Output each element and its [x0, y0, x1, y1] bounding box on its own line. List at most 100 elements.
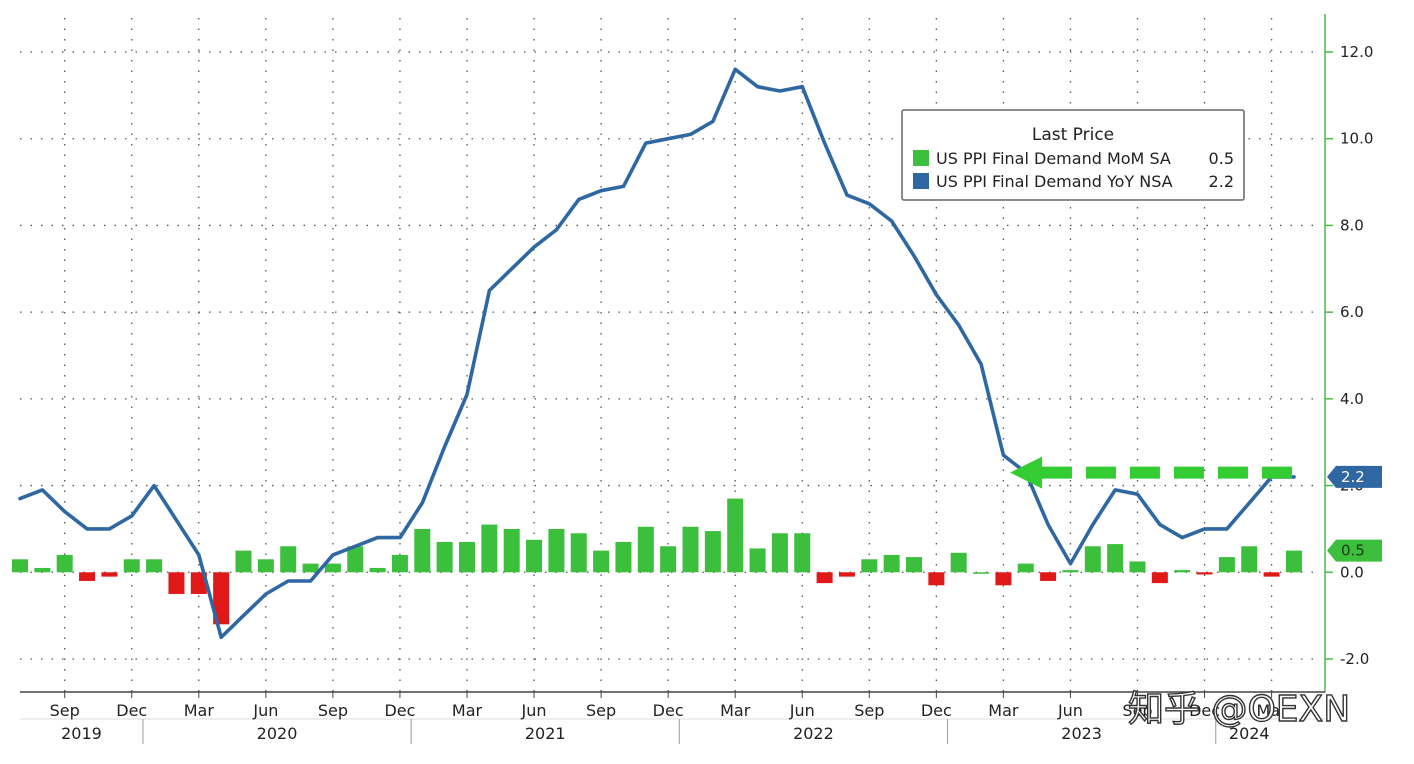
mom-bar: [12, 559, 28, 573]
yoy-line: [18, 67, 1296, 640]
x-month-label: Sep: [586, 701, 616, 720]
mom-bar: [414, 528, 431, 573]
mom-bar: [1241, 546, 1258, 573]
mom-bar: [1285, 550, 1302, 573]
mom-bar: [34, 567, 51, 573]
x-month-label: Sep: [318, 701, 348, 720]
mom-bar: [816, 572, 833, 584]
mom-bar: [1263, 572, 1280, 577]
x-month-label: Sep: [854, 701, 884, 720]
x-month-label: Jun: [789, 701, 815, 720]
mom-bar: [950, 552, 967, 573]
mom-bar: [280, 546, 297, 573]
mom-bar: [838, 572, 855, 577]
value-badge-shape: [1327, 465, 1382, 488]
x-month-label: Dec: [1189, 701, 1220, 720]
mom-bar: [235, 550, 252, 573]
annotation-arrow-group: [1010, 456, 1292, 489]
mom-bar: [101, 572, 118, 577]
x-month-label: Mar: [184, 701, 215, 720]
mom-bar: [347, 546, 364, 573]
x-year-label: 2020: [257, 724, 298, 743]
x-month-label: Sep: [1122, 701, 1152, 720]
mom-bar: [794, 533, 811, 573]
legend: Last Price US PPI Final Demand MoM SA 0.5 U…: [901, 109, 1245, 201]
mom-bar: [1107, 544, 1124, 573]
mom-bar: [302, 563, 319, 573]
mom-bar: [682, 526, 699, 573]
mom-bar: [637, 526, 654, 573]
legend-label: US PPI Final Demand MoM SA: [936, 149, 1171, 168]
watermark-group: 知乎 @OEXN: [1127, 688, 1351, 730]
mom-bar: [503, 528, 520, 573]
mom-bar: [1017, 563, 1034, 573]
mom-bar: [190, 572, 207, 594]
y-tick-label: -2.0: [1340, 650, 1369, 668]
mom-bar: [1196, 572, 1213, 575]
x-month-label: Mar: [720, 701, 751, 720]
mom-bar: [615, 541, 632, 573]
value-badge: 2.2: [1327, 465, 1382, 488]
annotation-arrow-head: [1010, 456, 1043, 489]
mom-bar: [749, 548, 766, 573]
mom-bar: [570, 533, 587, 573]
yoy-line-group: [18, 67, 1296, 640]
value-badge-label: 2.2: [1341, 468, 1365, 486]
legend-last-value: 2.2: [1209, 172, 1234, 191]
mom-bars: [12, 498, 1302, 625]
x-year-label: 2022: [793, 724, 834, 743]
legend-swatch: [913, 150, 929, 166]
y-tick-label: 4.0: [1340, 390, 1364, 408]
legend-last-value: 0.5: [1209, 149, 1234, 168]
mom-bar: [526, 539, 543, 573]
x-month-label: Dec: [116, 701, 147, 720]
mom-bar: [481, 524, 498, 573]
y-tick-label: 6.0: [1340, 303, 1364, 321]
mom-bar: [727, 498, 744, 573]
mom-bar: [369, 567, 386, 573]
x-year-label: 2024: [1229, 724, 1270, 743]
legend-box: [901, 109, 1245, 201]
value-badges: 2.2 0.5: [1327, 465, 1382, 562]
mom-bar: [928, 572, 945, 586]
y-tick-label: 0.0: [1340, 563, 1364, 581]
mom-bar: [1129, 561, 1146, 573]
value-badge-shape: [1327, 539, 1382, 562]
mom-bar: [436, 541, 453, 573]
mom-bar: [1040, 572, 1057, 581]
x-month-label: Dec: [653, 701, 684, 720]
x-year-label: 2019: [61, 724, 102, 743]
mom-bar: [324, 563, 341, 573]
mom-bar: [1151, 572, 1168, 584]
mom-bar: [704, 531, 721, 573]
mom-bar: [995, 572, 1012, 586]
mom-bar: [593, 550, 610, 573]
mom-bar: [973, 572, 990, 574]
x-year-label: 2021: [525, 724, 566, 743]
mom-bar: [660, 546, 677, 573]
y-tick-label: 8.0: [1340, 216, 1364, 234]
y-tick-label: 12.0: [1340, 43, 1373, 61]
mom-bar: [391, 554, 408, 573]
mom-bar: [548, 528, 565, 573]
x-month-label: Jun: [1057, 701, 1083, 720]
axes: 12.010.08.06.04.02.00.0-2.0SepDecMarJunS…: [20, 14, 1373, 744]
mom-bar: [1084, 546, 1101, 573]
mom-bar: [861, 559, 878, 573]
mom-bar: [906, 557, 922, 573]
mom-bar: [123, 559, 140, 573]
legend-label: US PPI Final Demand YoY NSA: [936, 172, 1173, 191]
mom-bar: [771, 533, 788, 573]
mom-bar: [1218, 557, 1235, 573]
y-tick-label: 10.0: [1340, 130, 1373, 148]
mom-bar: [257, 559, 274, 573]
watermark: 知乎 @OEXN: [1128, 689, 1350, 730]
mom-bar: [1174, 570, 1191, 573]
mom-bar: [168, 572, 185, 594]
x-month-label: Jun: [252, 701, 278, 720]
mom-bar: [146, 559, 163, 573]
mom-bar: [213, 572, 230, 625]
x-month-label: Dec: [921, 701, 952, 720]
value-badge: 0.5: [1327, 539, 1382, 562]
